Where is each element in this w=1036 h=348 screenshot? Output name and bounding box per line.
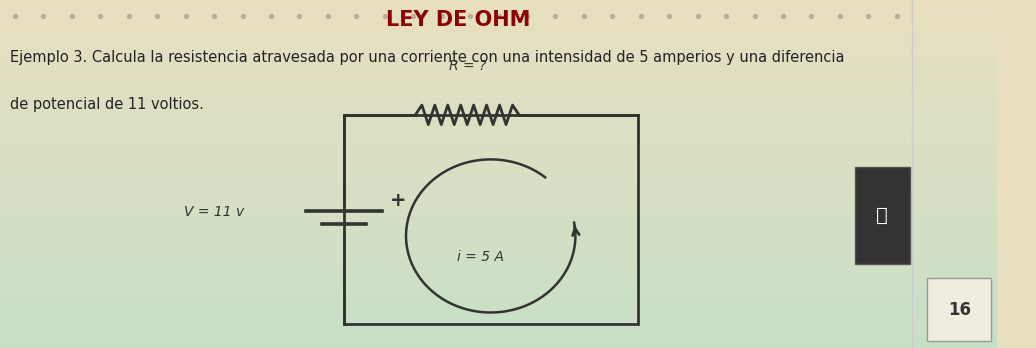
Text: LEY DE OHM: LEY DE OHM bbox=[386, 10, 530, 30]
Bar bbox=[926, 278, 991, 341]
Text: R = ?: R = ? bbox=[449, 59, 486, 73]
Bar bbox=[344, 115, 638, 324]
Text: de potencial de 11 voltios.: de potencial de 11 voltios. bbox=[10, 97, 204, 112]
Text: ✋: ✋ bbox=[875, 206, 888, 225]
Text: V = 11 v: V = 11 v bbox=[183, 205, 244, 219]
Text: 16: 16 bbox=[948, 301, 971, 319]
Bar bbox=[855, 167, 910, 264]
Text: +: + bbox=[391, 191, 407, 209]
Text: Ejemplo 3. Calcula la resistencia atravesada por una corriente con una intensida: Ejemplo 3. Calcula la resistencia atrave… bbox=[10, 50, 844, 65]
Text: i = 5 A: i = 5 A bbox=[457, 250, 505, 264]
